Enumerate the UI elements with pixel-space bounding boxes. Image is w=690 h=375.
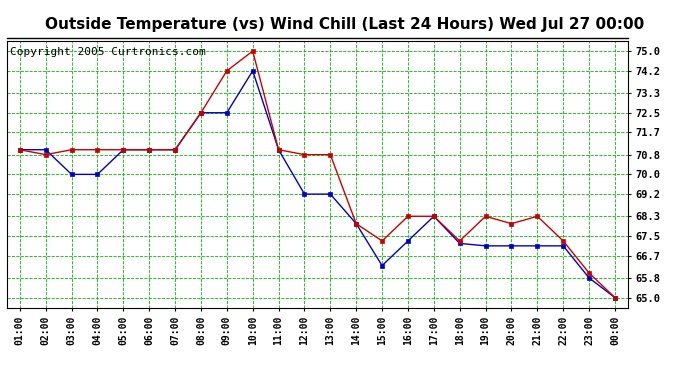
Text: Outside Temperature (vs) Wind Chill (Last 24 Hours) Wed Jul 27 00:00: Outside Temperature (vs) Wind Chill (Las… — [46, 17, 644, 32]
Text: Copyright 2005 Curtronics.com: Copyright 2005 Curtronics.com — [10, 46, 206, 57]
